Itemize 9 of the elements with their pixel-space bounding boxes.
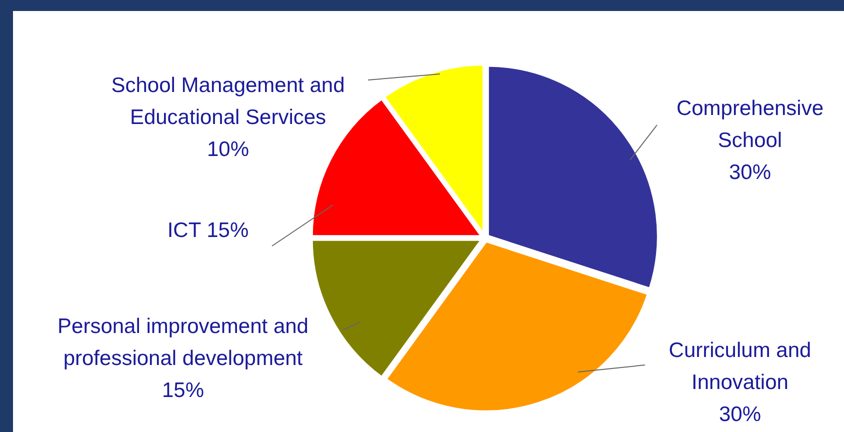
data-label: 10% <box>206 138 250 161</box>
data-label: 30% <box>718 403 762 426</box>
data-label: 15% <box>162 379 204 402</box>
slice-label: Personal improvement and professional development <box>58 315 308 370</box>
data-label: 30% <box>728 161 772 184</box>
slice-label: Curriculum and Innovation <box>668 339 812 394</box>
slice-label: School Management and Educational Services <box>111 74 345 129</box>
slice-label: ICT 15% <box>167 219 249 242</box>
slice-label: Comprehensive School <box>676 97 824 152</box>
